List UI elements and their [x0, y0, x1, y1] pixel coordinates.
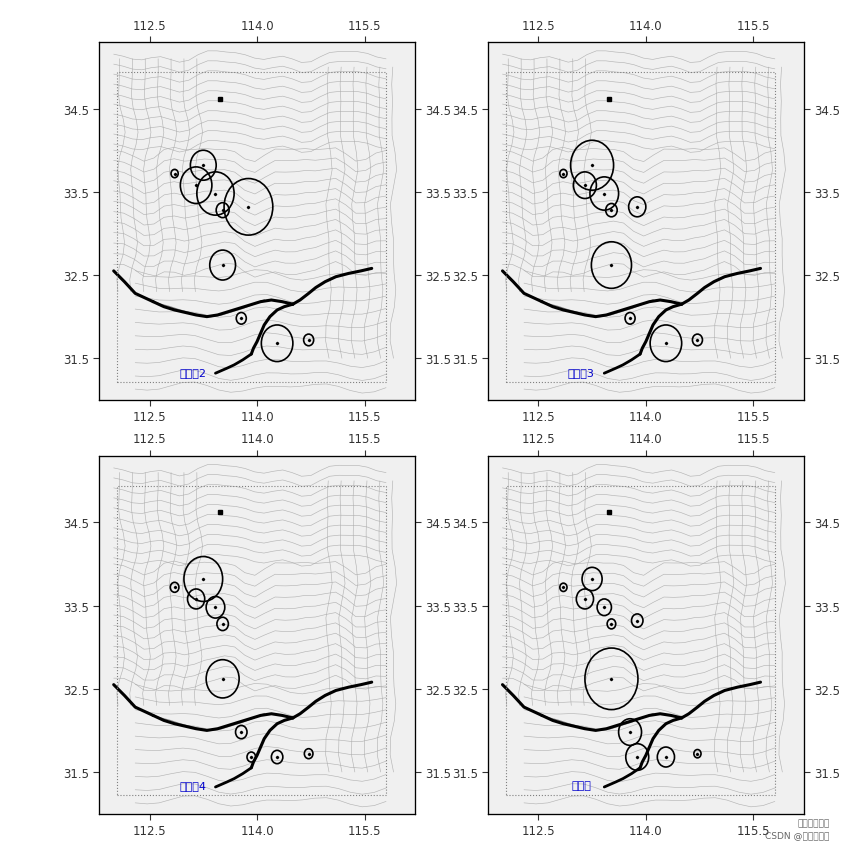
- Text: 行际素4: 行际素4: [179, 780, 206, 790]
- Text: 混密度: 混密度: [571, 780, 591, 790]
- Bar: [506, 73, 775, 382]
- Bar: [506, 486, 775, 796]
- Text: 行际素2: 行际素2: [179, 367, 206, 377]
- Text: 行际素3: 行际素3: [568, 367, 594, 377]
- Bar: [118, 73, 386, 382]
- Bar: [118, 486, 386, 796]
- Text: 拓端数据部落
CSDN @拓端研究室: 拓端数据部落 CSDN @拓端研究室: [765, 818, 829, 839]
